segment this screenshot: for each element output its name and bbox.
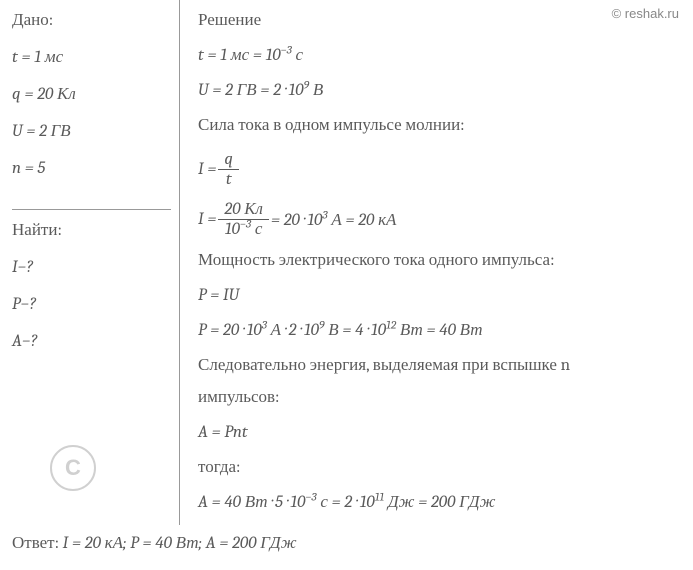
given-n: n = 5 (12, 158, 171, 181)
i-calc-rhs-post: А = 20 кА (328, 211, 397, 230)
u-conversion: U = 2 ГВ = 2 · 109 В (198, 80, 681, 103)
i-calc-den-pre: 10 (225, 220, 240, 239)
i-calc-lhs: I = (198, 210, 216, 229)
a-calc-pre: A = 40 Вт · 5 · 10 (198, 493, 305, 512)
p-calc-mid: А · 2 · 10 (267, 321, 319, 340)
solution-column: Решение t = 1 мс = 10−3 с U = 2 ГВ = 2 ·… (180, 0, 693, 525)
find-i: I−? (12, 257, 171, 280)
energy-text1-span: Следовательно энергия, выделяемая при вс… (198, 356, 570, 375)
t-conversion: t = 1 мс = 10−3 с (198, 45, 681, 68)
a-calc-post: Дж = 200 ГДж (384, 493, 495, 512)
a-calc-mid: с = 2 · 10 (317, 493, 375, 512)
given-u: U = 2 ГВ (12, 121, 171, 144)
p-calc-pre: P = 20 · 10 (198, 321, 262, 340)
then-text: тогда: (198, 457, 681, 480)
energy-formula: A = Pnt (198, 422, 681, 445)
t-conv-pre: t = 1 мс = 10 (198, 46, 281, 65)
given-t: t = 1 мс (12, 47, 171, 70)
find-title: Найти: (12, 220, 171, 243)
i-frac-den: t (218, 170, 239, 190)
i-calc-rhs: = 20 · 103 А = 20 кА (271, 210, 396, 230)
i-fraction: q t (218, 150, 239, 190)
answer-p: P = 40 Вт; (130, 534, 206, 553)
current-text: Сила тока в одном импульсе молнии: (198, 115, 681, 138)
p-calc-exp3: 12 (386, 317, 396, 331)
i-calc-fraction: 20 Кл 10−3 с (218, 200, 269, 240)
u-conv-pre: U = 2 ГВ = 2 · 10 (198, 81, 304, 100)
t-conv-exp: −3 (281, 42, 292, 56)
current-calc: I = 20 Кл 10−3 с = 20 · 103 А = 20 кА (198, 200, 681, 240)
find-a: A−? (12, 331, 171, 354)
energy-text1: Следовательно энергия, выделяемая при вс… (198, 355, 681, 377)
i-eq-lhs: I = (198, 160, 216, 179)
i-calc-den-post: с (251, 220, 262, 239)
given-q: q = 20 Кл (12, 84, 171, 107)
power-text: Мощность электрического тока одного импу… (198, 250, 681, 273)
p-calc-mid2: В = 4 · 10 (325, 321, 387, 340)
t-conv-post: с (292, 46, 303, 65)
given-title: Дано: (12, 10, 171, 33)
answer-label: Ответ: (12, 534, 63, 553)
solution-title: Решение (198, 10, 681, 33)
find-section: Найти: I−? P−? A−? (12, 210, 171, 354)
answer-row: Ответ: I = 20 кА; P = 40 Вт; A = 200 ГДж (0, 525, 693, 561)
i-calc-den: 10−3 с (218, 220, 269, 240)
energy-calc: A = 40 Вт · 5 · 10−3 с = 2 · 1011 Дж = 2… (198, 492, 681, 515)
i-frac-num: q (218, 150, 239, 171)
power-calc: P = 20 · 103 А · 2 · 109 В = 4 · 1012 Вт… (198, 320, 681, 343)
power-formula: P = IU (198, 285, 681, 308)
a-calc-exp2: 11 (375, 489, 384, 503)
given-column: Дано: t = 1 мс q = 20 Кл U = 2 ГВ n = 5 … (0, 0, 180, 525)
a-calc-exp1: −3 (305, 489, 316, 503)
p-calc-post: Вт = 40 Вт (396, 321, 482, 340)
current-formula: I = q t (198, 150, 681, 190)
answer-i: I = 20 кА; (63, 534, 131, 553)
main-container: Дано: t = 1 мс q = 20 Кл U = 2 ГВ n = 5 … (0, 0, 693, 525)
given-section: Дано: t = 1 мс q = 20 Кл U = 2 ГВ n = 5 (12, 10, 171, 210)
energy-text2: импульсов: (198, 387, 681, 410)
answer-a: A = 200 ГДж (206, 534, 297, 553)
i-calc-rhs-pre: = 20 · 10 (271, 211, 322, 230)
find-p: P−? (12, 294, 171, 317)
u-conv-post: В (309, 81, 323, 100)
i-calc-den-exp: −3 (240, 217, 251, 231)
